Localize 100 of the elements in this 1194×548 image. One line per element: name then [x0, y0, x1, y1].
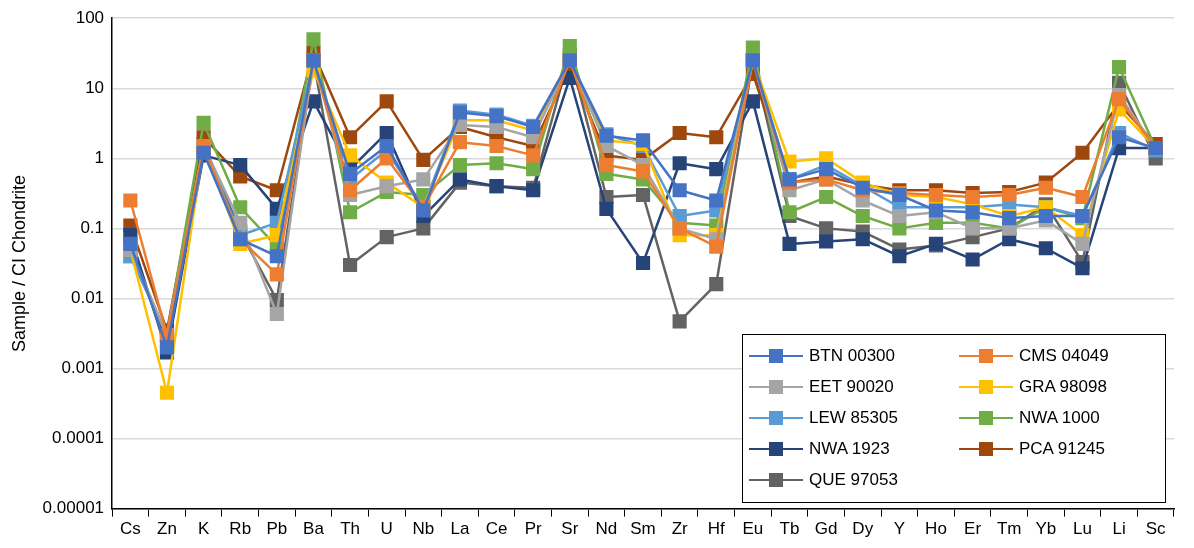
point: [1075, 145, 1090, 160]
point: [233, 158, 248, 173]
point: [269, 249, 284, 264]
x-tick-label: Sm: [630, 519, 656, 539]
x-tick-label: Dy: [852, 519, 874, 539]
x-tick-label: Nd: [595, 519, 618, 539]
y-tick-label: 100: [75, 7, 105, 27]
x-tick-label: La: [450, 519, 470, 539]
point: [635, 164, 651, 179]
point: [526, 148, 541, 163]
x-tick-label: Rb: [229, 519, 252, 539]
point: [965, 189, 980, 205]
x-tick-label: Ce: [485, 519, 508, 539]
x-tick-label: Pb: [266, 519, 288, 539]
x-tick-label: Sc: [1145, 519, 1167, 539]
legend-label: EET 90020: [809, 377, 894, 398]
point: [782, 236, 797, 251]
x-tick-label: Tm: [996, 519, 1022, 539]
legend-label: BTN 00300: [809, 346, 895, 367]
point: [1038, 241, 1053, 256]
point: [709, 239, 724, 254]
point: [562, 39, 577, 54]
x-tick-label: Yb: [1035, 519, 1057, 539]
point: [489, 138, 504, 154]
point: [269, 306, 284, 322]
x-tick-label: Eu: [742, 519, 764, 539]
point: [709, 162, 724, 177]
point: [1075, 189, 1090, 205]
point: [672, 314, 687, 329]
point: [526, 162, 541, 177]
legend-label: LEW 85305: [809, 408, 898, 429]
point: [452, 135, 467, 150]
y-tick-label: 0.001: [61, 358, 105, 378]
point: [452, 158, 467, 173]
point: [1038, 180, 1053, 195]
x-tick-label: Lu: [1072, 519, 1092, 539]
point: [196, 115, 211, 130]
point: [672, 156, 687, 171]
legend-label: NWA 1923: [809, 439, 890, 460]
point: [123, 193, 138, 208]
y-tick-label: 1: [94, 148, 105, 167]
point: [965, 205, 980, 220]
point: [379, 94, 394, 109]
point: [819, 189, 834, 205]
x-tick-label: Ba: [303, 519, 325, 539]
point: [965, 252, 980, 267]
x-tick-label: Cs: [119, 519, 141, 539]
y-tick-label: 0.00001: [42, 498, 105, 518]
point: [635, 187, 651, 203]
point: [965, 221, 980, 236]
legend-label: NWA 1000: [1019, 408, 1100, 429]
point: [1038, 208, 1053, 224]
legend-label: GRA 98098: [1019, 377, 1107, 398]
x-tick-label: Nb: [412, 519, 435, 539]
x-tick-label: Sr: [561, 519, 579, 539]
point: [343, 166, 358, 181]
point: [489, 156, 504, 171]
point: [599, 158, 614, 173]
point: [159, 340, 175, 355]
x-tick-label: Li: [1112, 519, 1126, 539]
point: [1112, 60, 1127, 75]
point: [343, 130, 358, 145]
point: [159, 385, 175, 400]
x-tick-label: Zr: [671, 519, 689, 539]
point: [343, 183, 358, 198]
point: [416, 172, 431, 187]
x-tick-label: Zn: [157, 519, 177, 539]
point: [709, 193, 724, 208]
point: [819, 234, 834, 249]
x-tick-label: Tb: [779, 519, 800, 539]
point: [379, 179, 394, 194]
point: [599, 201, 614, 216]
x-tick-label: Ho: [925, 519, 947, 539]
legend-label: QUE 97053: [809, 470, 898, 491]
x-tick-label: Y: [893, 519, 906, 539]
y-tick-label: 0.01: [70, 288, 105, 308]
point: [306, 32, 321, 47]
legend-label: CMS 04049: [1019, 346, 1109, 367]
point: [745, 94, 760, 109]
point: [343, 257, 358, 273]
point: [379, 230, 394, 245]
point: [635, 133, 651, 148]
point: [855, 232, 870, 247]
y-tick-label: 10: [85, 77, 105, 97]
point: [709, 130, 724, 145]
x-tick-label: Gd: [814, 519, 838, 539]
y-tick-label: 0.0001: [52, 428, 105, 448]
y-tick-label: 0.1: [80, 218, 105, 238]
point: [672, 183, 687, 198]
point: [855, 208, 870, 224]
x-tick-label: Hf: [707, 519, 726, 539]
x-tick-label: Er: [964, 519, 982, 539]
legend-label: PCA 91245: [1019, 439, 1106, 460]
point: [123, 236, 138, 251]
point: [782, 205, 797, 220]
point: [1112, 92, 1127, 107]
point: [379, 125, 394, 141]
x-tick-label: K: [197, 519, 210, 539]
point: [892, 208, 907, 224]
point: [892, 249, 907, 264]
